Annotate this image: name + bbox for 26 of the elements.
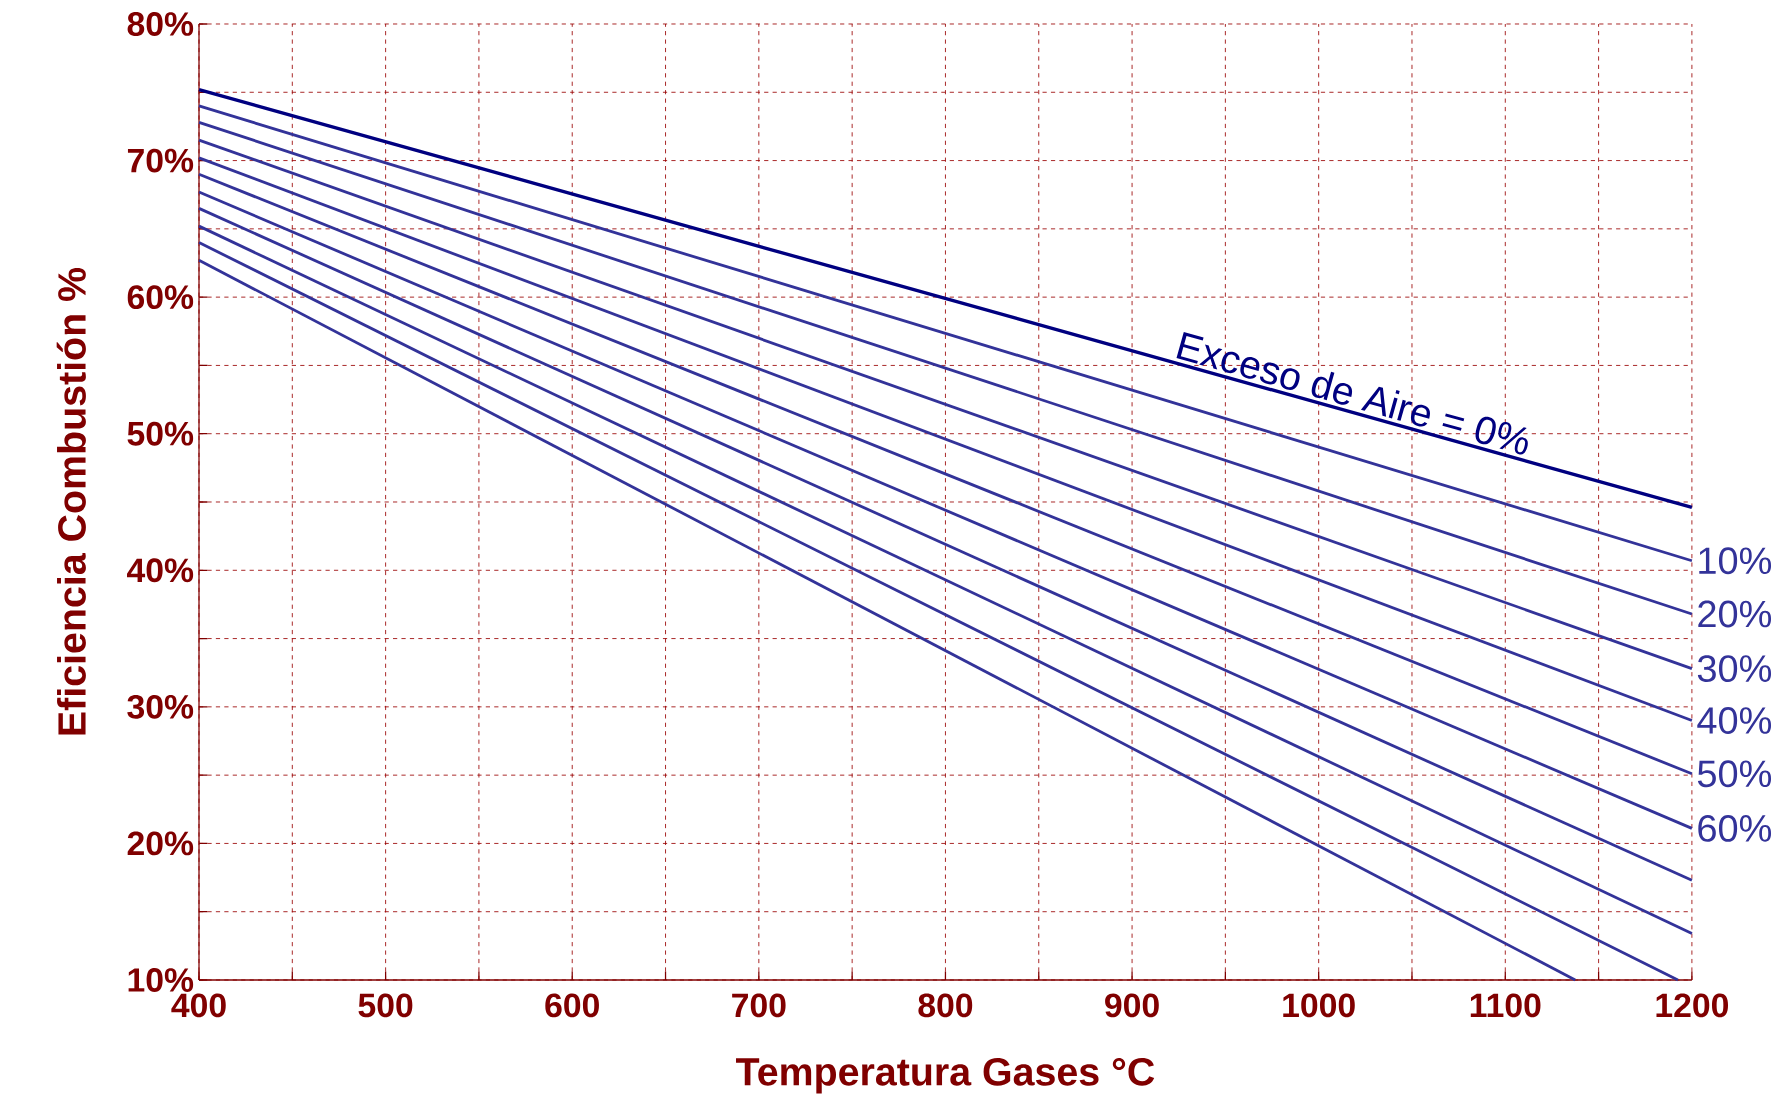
x-tick-label: 1000: [1283, 993, 1355, 1018]
y-tick-label: 60%: [127, 285, 194, 310]
series-label: 60%: [1698, 814, 1772, 842]
series-label: 50%: [1697, 760, 1772, 788]
x-tick-label: 400: [171, 993, 226, 1018]
y-tick-label: 20%: [127, 831, 194, 856]
y-tick-label: 80%: [127, 12, 194, 36]
x-tick-label: 500: [358, 993, 413, 1018]
x-tick-label: 800: [918, 993, 973, 1018]
y-tick-label: 30%: [127, 694, 194, 719]
y-tick-label: 50%: [127, 421, 194, 446]
x-tick-label: 600: [545, 993, 599, 1018]
series-label: 20%: [1698, 600, 1772, 628]
y-tick-label: 40%: [127, 558, 194, 583]
series-label: 30%: [1697, 655, 1772, 683]
y-tick-label: 10%: [128, 968, 194, 992]
series-label: 10%: [1699, 547, 1772, 575]
y-tick-label: 70%: [127, 148, 194, 173]
series-label: 40%: [1697, 707, 1772, 734]
x-tick-label: 900: [1105, 993, 1159, 1018]
y-axis-title: Eficiencia Combustión %: [56, 267, 86, 735]
x-tick-label: 700: [732, 993, 786, 1018]
x-tick-label: 1200: [1656, 993, 1729, 1018]
text: Exceso de Aire = 0%: [1176, 332, 1528, 455]
x-axis-title: Temperatura Gases °C: [736, 1057, 1155, 1094]
x-tick-label: 1100: [1470, 993, 1541, 1018]
